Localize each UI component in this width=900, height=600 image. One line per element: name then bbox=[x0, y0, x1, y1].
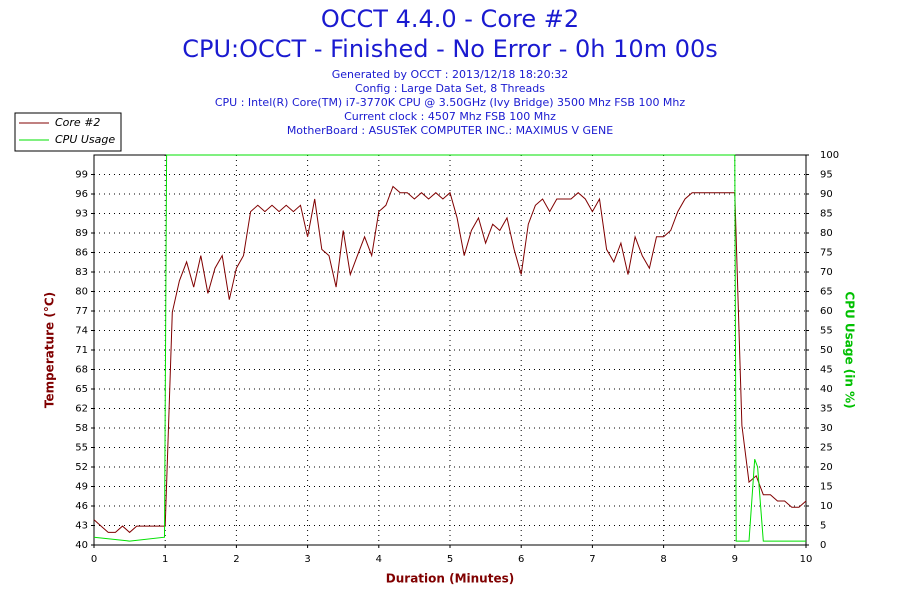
y2-tick-label: 30 bbox=[820, 423, 833, 434]
y2-tick-label: 50 bbox=[820, 345, 833, 356]
x-tick-label: 5 bbox=[447, 554, 453, 565]
y2-tick-label: 10 bbox=[820, 501, 833, 512]
y-tick-label: 86 bbox=[75, 248, 88, 259]
x-tick-label: 0 bbox=[91, 554, 97, 565]
y2-tick-label: 90 bbox=[820, 189, 833, 200]
y-tick-label: 68 bbox=[75, 365, 88, 376]
y-tick-label: 89 bbox=[75, 228, 88, 239]
series-line bbox=[93, 154, 806, 542]
series-line bbox=[93, 185, 807, 534]
y-tick-label: 40 bbox=[75, 540, 88, 551]
y2-tick-label: 60 bbox=[820, 306, 833, 317]
y-tick-label: 93 bbox=[75, 209, 88, 220]
legend-box bbox=[14, 112, 122, 152]
y2-tick-label: 85 bbox=[820, 209, 833, 220]
y-tick-label: 80 bbox=[75, 287, 88, 298]
y-tick-label: 43 bbox=[75, 521, 88, 532]
y-tick-label: 52 bbox=[75, 462, 88, 473]
y2-tick-label: 35 bbox=[820, 404, 833, 415]
y-tick-label: 99 bbox=[75, 170, 88, 181]
y2-tick-label: 100 bbox=[820, 150, 839, 161]
info-line: Current clock : 4507 Mhz FSB 100 Mhz bbox=[344, 110, 556, 123]
x-tick-label: 4 bbox=[376, 554, 382, 565]
x-tick-label: 3 bbox=[304, 554, 310, 565]
y-tick-label: 71 bbox=[75, 345, 88, 356]
y2-tick-label: 40 bbox=[820, 384, 833, 395]
info-line: Config : Large Data Set, 8 Threads bbox=[355, 82, 545, 95]
y2-tick-label: 80 bbox=[820, 228, 833, 239]
x-tick-label: 10 bbox=[800, 554, 813, 565]
y2-tick-label: 25 bbox=[820, 443, 833, 454]
y-axis-title: Temperature (°C) bbox=[43, 292, 57, 408]
y-tick-label: 96 bbox=[75, 189, 88, 200]
info-line: MotherBoard : ASUSTeK COMPUTER INC.: MAX… bbox=[287, 124, 613, 137]
x-tick-label: 8 bbox=[660, 554, 666, 565]
y-tick-label: 83 bbox=[75, 267, 88, 278]
y2-tick-label: 45 bbox=[820, 365, 833, 376]
y2-axis-title: CPU Usage (in %) bbox=[843, 291, 857, 408]
y-tick-label: 65 bbox=[75, 384, 88, 395]
chart-title: OCCT 4.4.0 - Core #2 bbox=[321, 5, 579, 33]
x-axis-title: Duration (Minutes) bbox=[386, 572, 514, 586]
x-tick-label: 2 bbox=[233, 554, 239, 565]
y-tick-label: 49 bbox=[75, 482, 88, 493]
y2-tick-label: 15 bbox=[820, 482, 833, 493]
y-tick-label: 74 bbox=[75, 326, 88, 337]
y-tick-label: 46 bbox=[75, 501, 88, 512]
y-tick-label: 62 bbox=[75, 404, 88, 415]
y-tick-label: 77 bbox=[75, 306, 88, 317]
legend-label: CPU Usage bbox=[55, 133, 115, 146]
y2-tick-label: 5 bbox=[820, 521, 826, 532]
y2-tick-label: 65 bbox=[820, 287, 833, 298]
y-tick-label: 55 bbox=[75, 443, 88, 454]
x-tick-label: 6 bbox=[518, 554, 524, 565]
y2-tick-label: 20 bbox=[820, 462, 833, 473]
info-line: Generated by OCCT : 2013/12/18 18:20:32 bbox=[332, 68, 569, 81]
info-line: CPU : Intel(R) Core(TM) i7-3770K CPU @ 3… bbox=[215, 96, 686, 109]
chart-subtitle: CPU:OCCT - Finished - No Error - 0h 10m … bbox=[182, 35, 718, 63]
y2-tick-label: 0 bbox=[820, 540, 826, 551]
legend-label: Core #2 bbox=[55, 116, 100, 129]
y2-tick-label: 70 bbox=[820, 267, 833, 278]
y2-tick-label: 95 bbox=[820, 170, 833, 181]
y2-tick-label: 55 bbox=[820, 326, 833, 337]
x-tick-label: 9 bbox=[732, 554, 738, 565]
x-tick-label: 7 bbox=[589, 554, 595, 565]
y-tick-label: 58 bbox=[75, 423, 88, 434]
x-tick-label: 1 bbox=[162, 554, 168, 565]
y2-tick-label: 75 bbox=[820, 248, 833, 259]
